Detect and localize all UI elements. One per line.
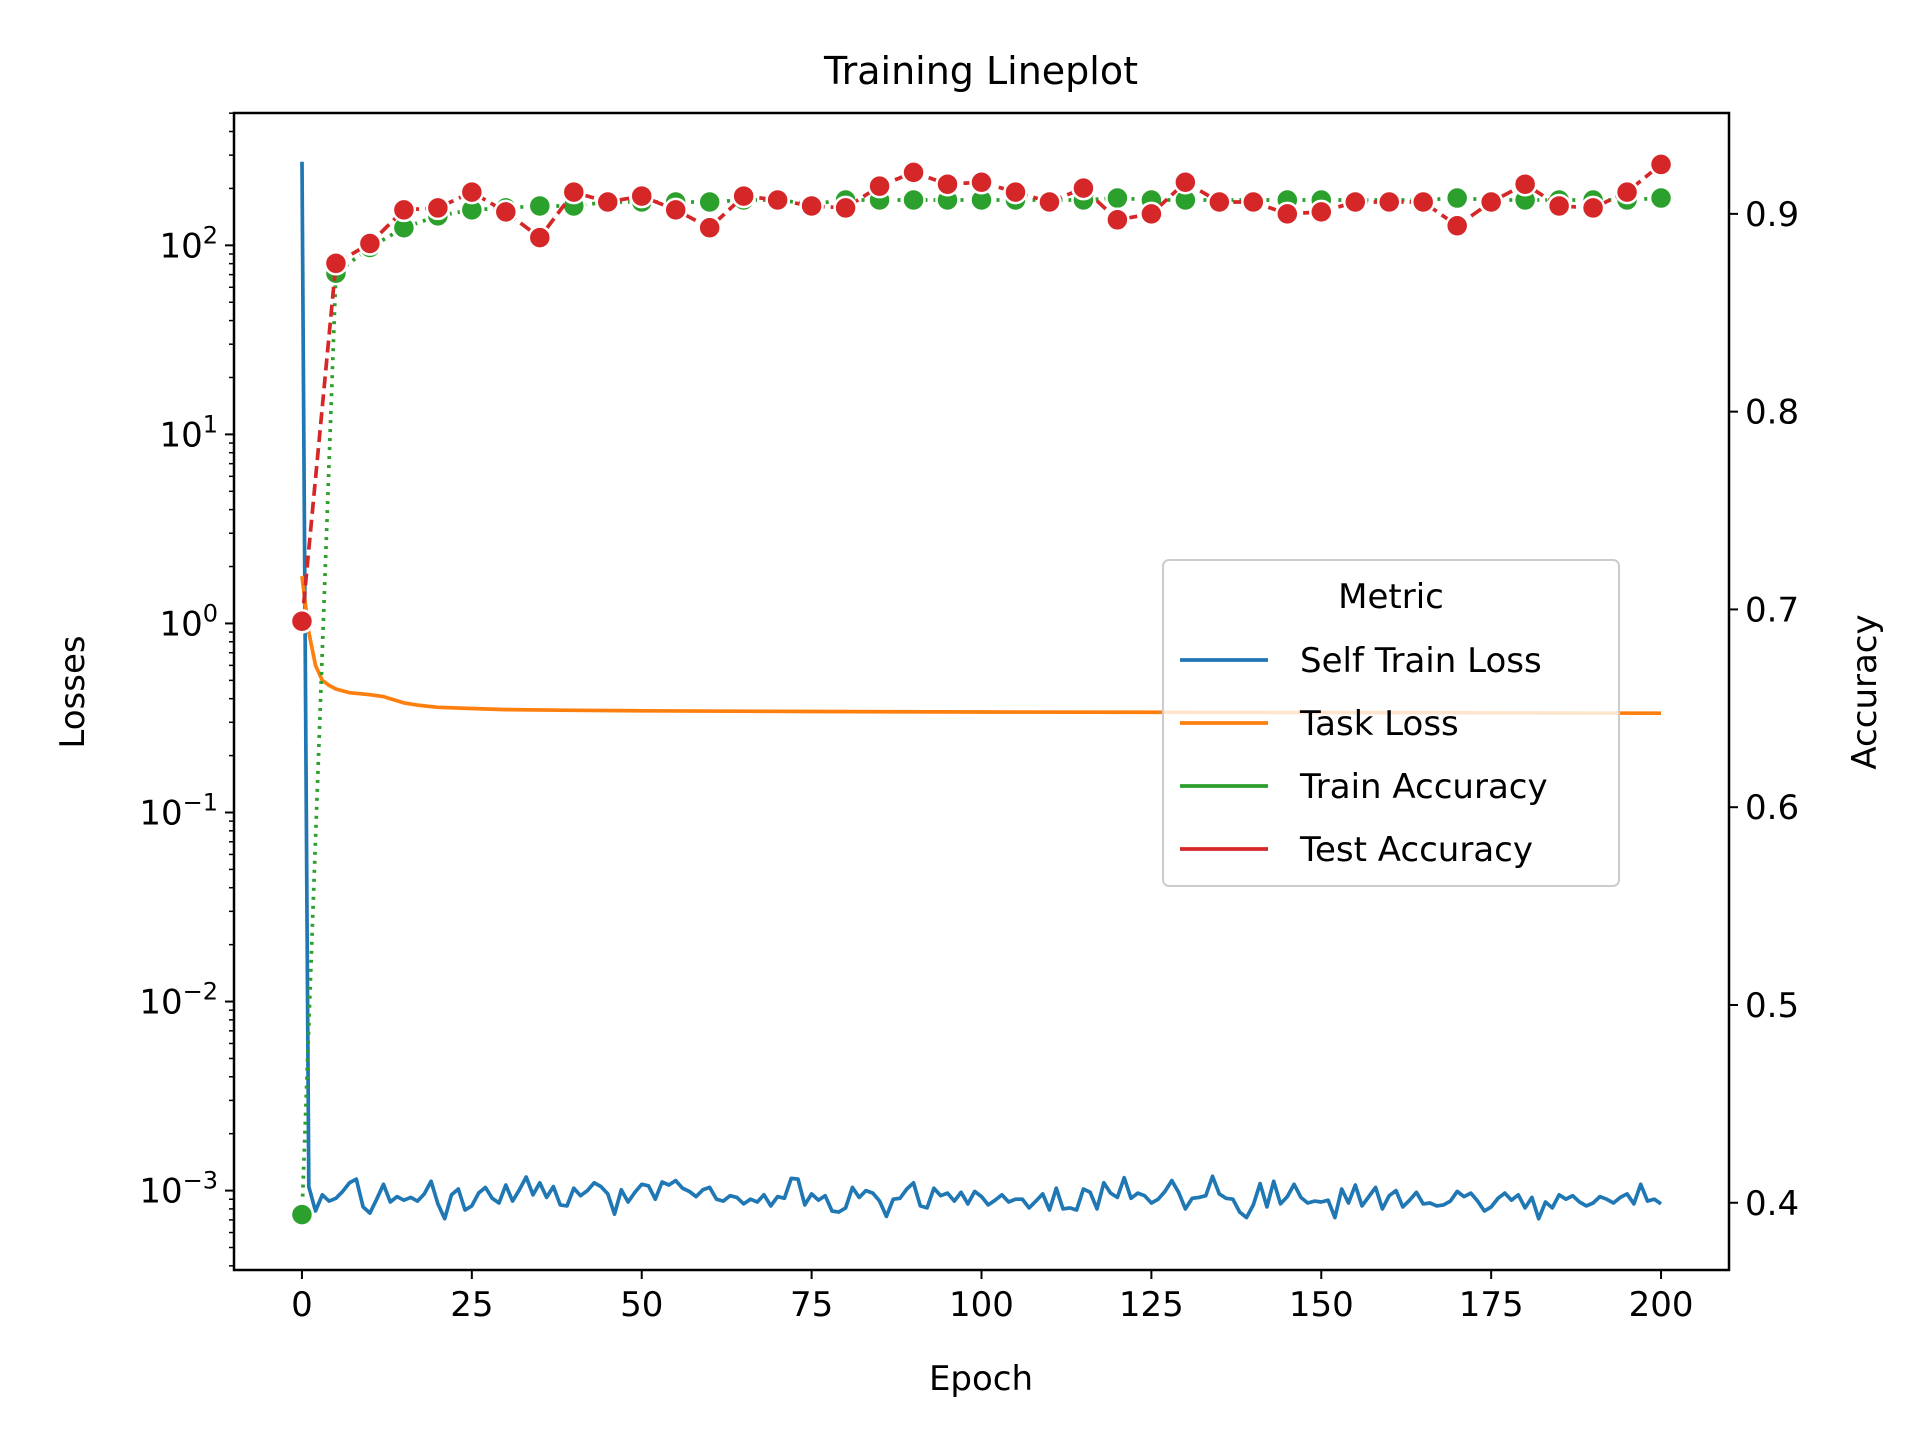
x-axis-label: Epoch xyxy=(929,1359,1033,1399)
test-accuracy-marker xyxy=(833,195,858,221)
x-tick-label: 50 xyxy=(620,1285,663,1325)
train-accuracy-marker xyxy=(1648,185,1674,211)
right-y-tick-label: 0.7 xyxy=(1745,590,1799,630)
test-accuracy-marker xyxy=(1241,189,1266,215)
test-accuracy-marker xyxy=(1580,195,1606,221)
test-accuracy-marker xyxy=(731,183,756,209)
right-y-tick-label: 0.9 xyxy=(1745,195,1799,235)
legend-label-task-loss: Task Loss xyxy=(1299,704,1459,744)
left-y-axis-label: Losses xyxy=(53,635,93,748)
test-accuracy-marker xyxy=(323,251,349,276)
test-accuracy-marker xyxy=(1071,175,1096,201)
test-accuracy-marker xyxy=(459,179,485,205)
legend: Metric Self Train Loss Task Loss Train Acc… xyxy=(1162,559,1620,887)
test-accuracy-marker xyxy=(1444,213,1470,238)
test-accuracy-marker xyxy=(1512,171,1538,197)
self-train-loss-line xyxy=(300,161,1663,1221)
train-accuracy-marker xyxy=(1444,185,1470,211)
test-accuracy-marker xyxy=(1003,179,1028,205)
train-accuracy-marker xyxy=(1105,185,1130,211)
test-accuracy-marker xyxy=(561,179,587,205)
test-accuracy-marker xyxy=(1376,189,1402,215)
test-accuracy-marker xyxy=(1343,189,1368,215)
legend-label-self-train-loss: Self Train Loss xyxy=(1300,641,1542,681)
right-y-axis-label: Accuracy xyxy=(1845,614,1885,769)
x-tick-label: 125 xyxy=(1119,1285,1184,1325)
axes-frame xyxy=(232,111,1731,1272)
test-accuracy-marker xyxy=(1546,193,1572,219)
legend-label-train-accuracy: Train Accuracy xyxy=(1299,767,1548,807)
left-y-tick-label: 102 xyxy=(159,221,218,266)
x-tick-label: 0 xyxy=(291,1285,313,1325)
test-accuracy-marker xyxy=(799,193,824,219)
test-accuracy-marker xyxy=(1309,199,1334,225)
test-accuracy-marker xyxy=(629,183,654,209)
test-accuracy-marker xyxy=(901,160,926,185)
legend-title: Metric xyxy=(1338,577,1444,617)
test-accuracy-marker xyxy=(1614,179,1640,205)
test-accuracy-marker xyxy=(289,609,315,634)
legend-label-test-accuracy: Test Accuracy xyxy=(1299,830,1533,870)
train-accuracy-marker xyxy=(697,189,722,215)
test-accuracy-marker xyxy=(1139,201,1164,227)
test-accuracy-marker xyxy=(1648,152,1674,177)
left-y-tick-label: 101 xyxy=(159,410,218,455)
left-y-tick-label: 10−3 xyxy=(139,1167,218,1212)
x-tick-label: 175 xyxy=(1459,1285,1524,1325)
x-tick-label: 200 xyxy=(1629,1285,1694,1325)
x-tick-label: 150 xyxy=(1289,1285,1354,1325)
test-accuracy-marker xyxy=(1410,189,1436,215)
test-accuracy-marker xyxy=(935,171,960,197)
x-tick-label: 100 xyxy=(949,1285,1014,1325)
test-accuracy-marker xyxy=(1037,189,1062,215)
test-accuracy-marker xyxy=(595,189,620,215)
train-accuracy-marker xyxy=(289,1202,315,1227)
left-y-tick-label: 100 xyxy=(159,599,218,644)
left-y-tick-label: 10−2 xyxy=(139,978,218,1023)
test-accuracy-marker xyxy=(391,197,417,223)
test-accuracy-marker xyxy=(867,173,892,199)
chart-title: Training Lineplot xyxy=(823,49,1138,93)
test-accuracy-marker xyxy=(1173,169,1198,195)
test-accuracy-marker xyxy=(493,199,519,225)
right-y-tick-label: 0.4 xyxy=(1745,1184,1799,1224)
task-loss-line xyxy=(300,575,1662,716)
test-accuracy-marker xyxy=(1275,201,1300,227)
legend-box xyxy=(1162,559,1620,887)
test-accuracy-marker xyxy=(765,187,790,213)
test-accuracy-marker xyxy=(425,195,451,221)
test-accuracy-marker xyxy=(1105,207,1130,233)
train-accuracy-marker xyxy=(527,193,553,219)
test-accuracy-marker xyxy=(697,215,722,240)
test-accuracy-marker xyxy=(527,225,553,250)
right-y-tick-label: 0.6 xyxy=(1745,788,1799,828)
left-y-tick-label: 10−1 xyxy=(139,788,218,833)
right-y-tick-label: 0.5 xyxy=(1745,986,1799,1026)
right-y-tick-label: 0.8 xyxy=(1745,393,1799,433)
x-tick-label: 25 xyxy=(450,1285,493,1325)
test-accuracy-marker xyxy=(663,197,688,223)
x-tick-label: 75 xyxy=(790,1285,833,1325)
train-accuracy-marker xyxy=(901,187,926,213)
test-accuracy-marker xyxy=(969,169,994,195)
test-accuracy-marker xyxy=(1478,189,1504,215)
test-accuracy-marker xyxy=(357,231,383,256)
test-accuracy-marker xyxy=(1207,189,1232,215)
